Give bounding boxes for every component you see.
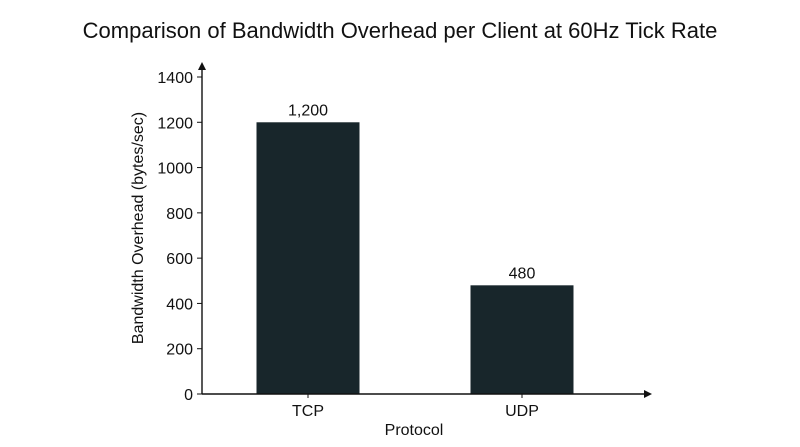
bar-tcp [256, 122, 360, 395]
bar-udp [470, 285, 574, 394]
y-tick-label-800: 800 [166, 206, 193, 223]
y-tick-label-0: 0 [184, 387, 193, 404]
y-axis-arrow [198, 62, 206, 70]
y-tick-label-200: 200 [166, 342, 193, 359]
y-tick-label-1400: 1400 [157, 70, 193, 87]
x-axis-arrow [644, 390, 652, 398]
data-label-tcp: 1,200 [288, 102, 328, 119]
y-tick-label-1200: 1200 [157, 115, 193, 132]
y-tick-label-600: 600 [166, 251, 193, 268]
y-tick-label-1000: 1000 [157, 161, 193, 178]
x-axis-label: Protocol [385, 422, 444, 439]
x-tick-label-tcp: TCP [292, 403, 324, 420]
y-axis-label: Bandwidth Overhead (bytes/sec) [130, 112, 147, 344]
chart-title: Comparison of Bandwidth Overhead per Cli… [83, 18, 718, 43]
y-tick-label-400: 400 [166, 296, 193, 313]
data-label-udp: 480 [509, 265, 536, 282]
plot-area: 1,200 TCP 480 UDP 0 200 400 600 800 1000 1200 1400 [157, 62, 652, 420]
x-tick-label-udp: UDP [505, 403, 539, 420]
